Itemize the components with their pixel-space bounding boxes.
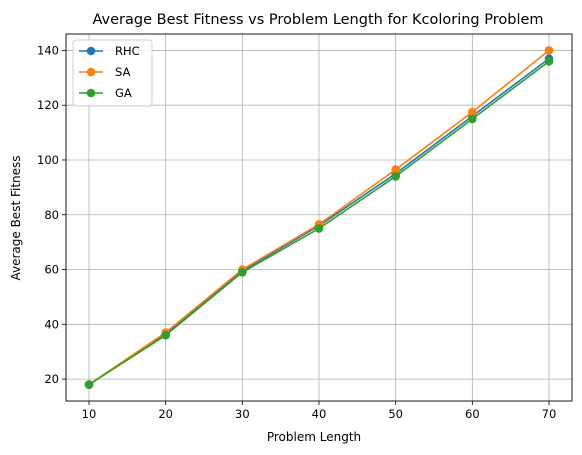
data-point [314,224,324,233]
legend-swatch-marker [86,88,96,98]
series-ga [84,57,554,389]
legend-label: SA [115,65,131,79]
x-tick-label: 20 [158,407,173,421]
x-tick-label: 40 [312,407,327,421]
x-axis-label: Problem Length [267,430,361,444]
data-point [544,46,554,55]
x-tick-label: 10 [82,407,97,421]
legend-box [72,39,153,107]
series-layer [84,46,554,389]
legend-item: GA [79,86,132,100]
legend: RHC SA GA [72,39,153,107]
legend-label: RHC [115,44,140,58]
x-tick-label: 60 [465,407,480,421]
legend-swatch-marker [86,46,96,56]
y-axis-ticks: 20 40 60 80 100 120 140 [37,43,66,386]
data-point [238,267,247,277]
legend-swatch-marker [86,67,96,77]
data-point [468,107,477,117]
data-point [391,172,400,181]
legend-label: GA [115,86,132,100]
data-point [468,114,477,124]
x-tick-label: 70 [542,407,557,421]
y-tick-label: 140 [37,43,59,57]
data-point [84,380,94,389]
legend-item: RHC [79,44,140,58]
data-point [161,330,170,340]
legend-item: SA [79,65,131,79]
y-tick-label: 80 [44,208,59,222]
y-axis-label: Average Best Fitness [9,155,23,280]
y-tick-label: 100 [37,153,59,167]
chart-title: Average Best Fitness vs Problem Length f… [92,12,543,28]
y-tick-label: 120 [37,98,59,112]
y-tick-label: 40 [44,317,59,331]
x-tick-label: 30 [235,407,250,421]
y-tick-label: 20 [44,372,59,386]
y-tick-label: 60 [44,263,59,277]
x-tick-label: 50 [388,407,403,421]
data-point [544,57,554,66]
x-axis-ticks: 10 20 30 40 50 60 70 [82,401,557,421]
data-point [391,165,400,174]
